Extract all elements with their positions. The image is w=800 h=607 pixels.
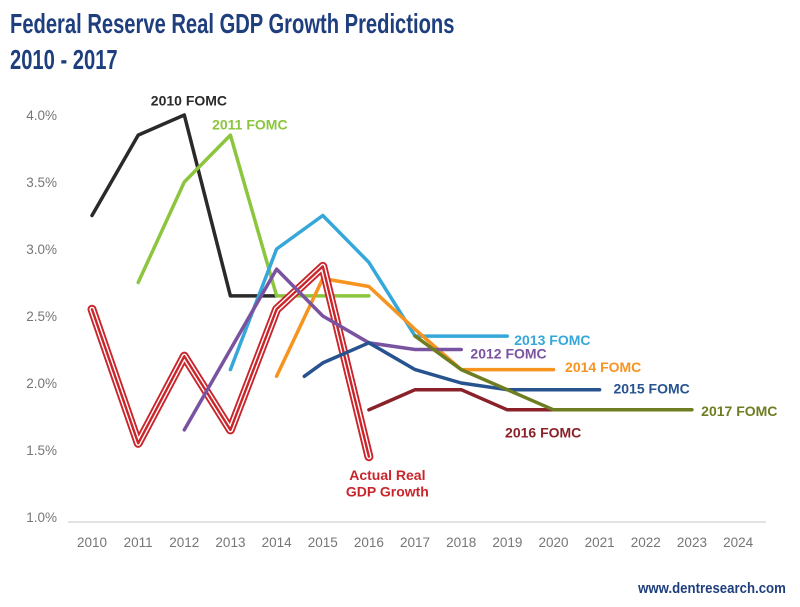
y-tick-label: 4.0% [26,108,57,123]
series-label-2013-fomc: 2013 FOMC [514,332,590,348]
chart-title-line2: 2010 - 2017 [10,44,118,75]
series-line-fomc-2014 [274,276,556,379]
x-tick-label: 2024 [723,535,754,550]
series-label-2012-fomc: 2012 FOMC [470,346,546,362]
watermark: www.dentresearch.com [638,580,786,597]
x-tick-label: 2019 [492,535,522,550]
x-tick-label: 2018 [446,535,476,550]
x-tick-label: 2011 [124,535,153,550]
series-line-fomc-2012 [182,267,463,432]
x-tick-label: 2023 [677,535,707,550]
y-tick-label: 3.0% [26,242,57,257]
x-tick-label: 2021 [585,535,615,550]
y-tick-label: 3.5% [26,175,57,190]
series-line-fomc-2010 [90,113,279,298]
x-tick-label: 2016 [354,535,384,550]
x-tick-label: 2010 [77,535,107,550]
x-tick-label: 2020 [538,535,568,550]
series-label-2014-fomc: 2014 FOMC [565,359,641,375]
series-line-fomc-2016 [367,387,556,412]
x-tick-label: 2012 [169,535,199,550]
series-label-2016-fomc: 2016 FOMC [505,425,581,441]
y-tick-label: 1.0% [26,510,57,525]
x-tick-label: 2022 [631,535,661,550]
y-tick-label: 1.5% [26,443,57,458]
series-line-actual-real-gdp-growth-core [90,265,371,458]
series-line-fomc-2017 [413,334,694,412]
series-label-actual-real: Actual Real [349,467,425,483]
chart-title-line1: Federal Reserve Real GDP Growth Predicti… [10,8,455,39]
series-label-2010-fomc: 2010 FOMC [151,92,227,108]
x-tick-label: 2014 [262,535,293,550]
series-label-2011-fomc: 2011 FOMC [212,116,287,132]
y-tick-label: 2.5% [26,309,57,324]
series-label-2017-fomc: 2017 FOMC [701,403,777,419]
y-tick-label: 2.0% [26,376,57,391]
x-tick-label: 2017 [400,535,430,550]
x-tick-label: 2015 [308,535,338,550]
series-line-fomc-2015 [302,341,602,392]
series-line-fomc-2011 [136,133,371,298]
chart-title: Federal Reserve Real GDP Growth Predicti… [10,6,454,78]
x-tick-label: 2013 [215,535,245,550]
series-label-gdp-growth: GDP Growth [346,484,429,500]
series-line-fomc-2013 [228,213,510,372]
series-label-2015-fomc: 2015 FOMC [613,380,689,396]
